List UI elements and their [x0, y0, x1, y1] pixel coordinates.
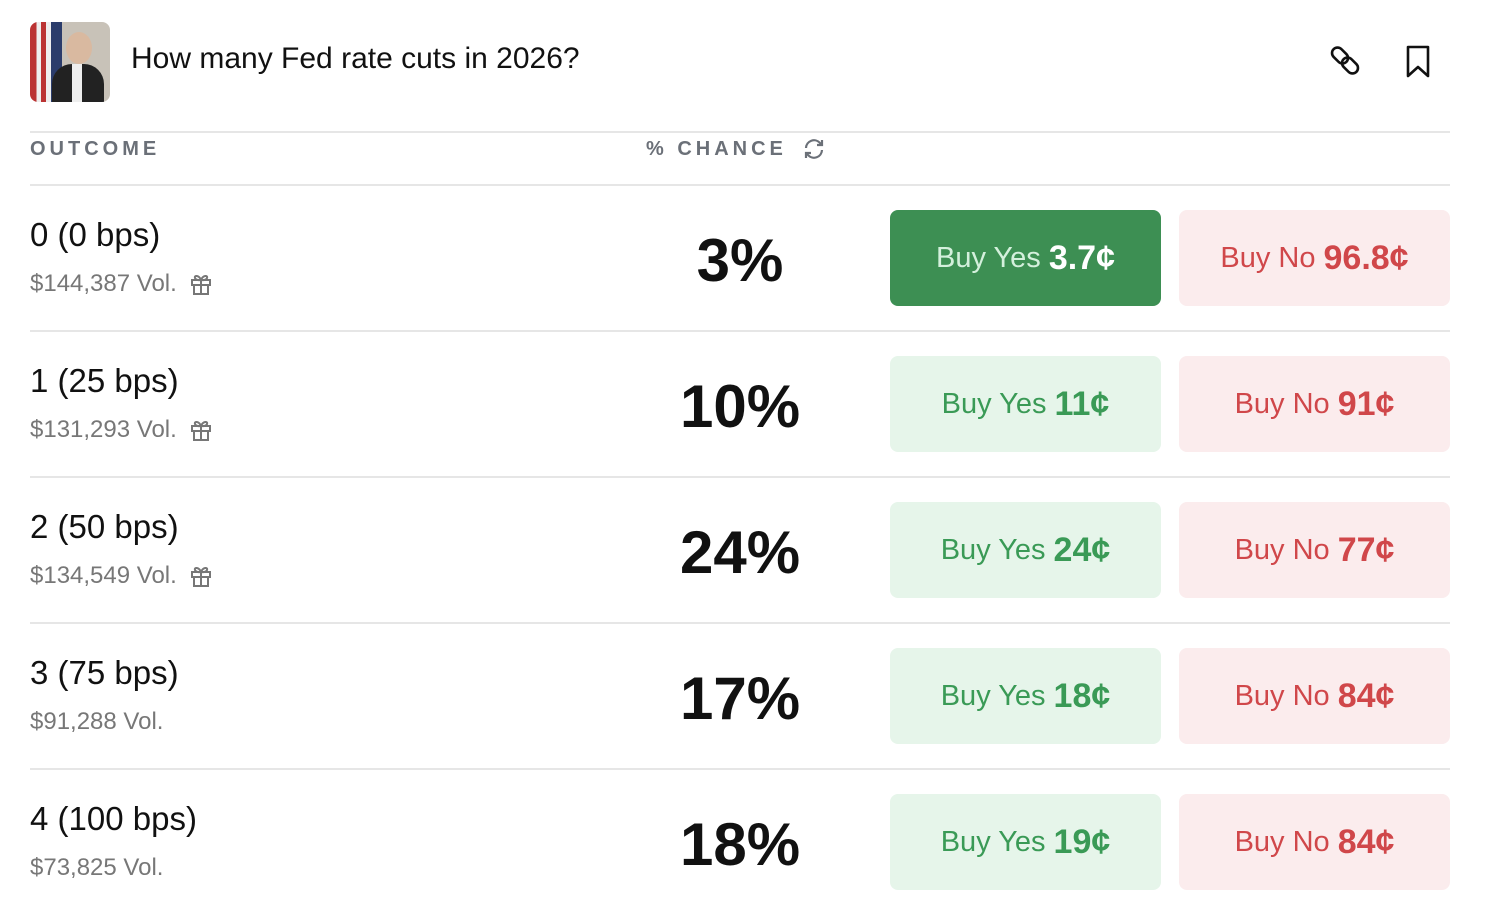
outcome-label: 1 (25 bps)	[30, 362, 179, 399]
buy-yes-button[interactable]: Buy Yes 24¢	[890, 502, 1161, 598]
outcome-label: 0 (0 bps)	[30, 216, 161, 253]
buy-no-label: Buy No	[1234, 825, 1330, 858]
buy-yes-button[interactable]: Buy Yes 18¢	[890, 648, 1161, 744]
divider	[30, 131, 1450, 133]
outcome-label: 2 (50 bps)	[30, 508, 179, 545]
no-price: 96.8¢	[1323, 238, 1409, 277]
refresh-icon[interactable]	[802, 137, 826, 166]
buy-no-button[interactable]: Buy No 84¢	[1179, 648, 1450, 744]
no-price: 91¢	[1337, 384, 1395, 423]
buy-no-label: Buy No	[1234, 387, 1330, 420]
no-price: 84¢	[1337, 822, 1395, 861]
volume: $131,293 Vol.	[30, 416, 213, 444]
buy-no-label: Buy No	[1234, 679, 1330, 712]
outcome-row: 1 (25 bps) $131,293 Vol. 10% Buy Yes 11¢ …	[0, 332, 1486, 478]
divider	[30, 768, 1450, 770]
volume: $91,288 Vol.	[30, 708, 163, 736]
yes-price: 19¢	[1053, 822, 1111, 861]
volume-text: $144,387 Vol.	[30, 270, 177, 297]
chance-value: 18%	[679, 811, 801, 878]
yes-price: 11¢	[1054, 384, 1110, 423]
outcome-row: 2 (50 bps) $134,549 Vol. 24% Buy Yes 24¢ …	[0, 478, 1486, 624]
buy-no-button[interactable]: Buy No 84¢	[1179, 794, 1450, 890]
chance-value: 17%	[679, 665, 801, 732]
buy-yes-label: Buy Yes	[940, 825, 1046, 858]
page-title: How many Fed rate cuts in 2026?	[131, 42, 580, 75]
buy-yes-label: Buy Yes	[940, 679, 1046, 712]
yes-price: 3.7¢	[1048, 238, 1115, 277]
volume-text: $134,549 Vol.	[30, 562, 177, 589]
volume: $134,549 Vol.	[30, 562, 213, 590]
link-icon[interactable]	[1328, 44, 1364, 80]
buy-no-button[interactable]: Buy No 77¢	[1179, 502, 1450, 598]
outcome-label: 3 (75 bps)	[30, 654, 179, 691]
buy-yes-label: Buy Yes	[941, 387, 1047, 420]
divider	[30, 622, 1450, 624]
bookmark-icon[interactable]	[1400, 44, 1436, 80]
buy-no-label: Buy No	[1220, 241, 1316, 274]
buy-no-button[interactable]: Buy No 91¢	[1179, 356, 1450, 452]
buy-yes-label: Buy Yes	[940, 533, 1046, 566]
gift-icon	[189, 418, 213, 442]
buy-yes-label: Buy Yes	[935, 241, 1041, 274]
yes-price: 24¢	[1053, 530, 1111, 569]
buy-no-button[interactable]: Buy No 96.8¢	[1179, 210, 1450, 306]
volume: $144,387 Vol.	[30, 270, 213, 298]
outcome-label: 4 (100 bps)	[30, 800, 197, 837]
outcome-row: 4 (100 bps) $73,825 Vol. 18% Buy Yes 19¢ …	[0, 770, 1486, 916]
volume-text: $91,288 Vol.	[30, 708, 164, 735]
buy-yes-button[interactable]: Buy Yes 3.7¢	[890, 210, 1161, 306]
outcome-column-header: OUTCOME	[30, 138, 161, 160]
outcome-row: 0 (0 bps) $144,387 Vol. 3% Buy Yes 3.7¢ B…	[0, 186, 1486, 332]
chance-value: 3%	[696, 227, 784, 294]
buy-no-label: Buy No	[1234, 533, 1330, 566]
volume: $73,825 Vol.	[30, 854, 163, 882]
buy-yes-button[interactable]: Buy Yes 11¢	[890, 356, 1161, 452]
buy-yes-button[interactable]: Buy Yes 19¢	[890, 794, 1161, 890]
divider	[30, 476, 1450, 478]
no-price: 84¢	[1337, 676, 1395, 715]
gift-icon	[189, 272, 213, 296]
divider	[30, 184, 1450, 186]
chance-value: 10%	[679, 373, 801, 440]
divider	[30, 330, 1450, 332]
no-price: 77¢	[1337, 530, 1395, 569]
market-thumbnail	[30, 22, 110, 102]
yes-price: 18¢	[1053, 676, 1111, 715]
chance-column-header: % CHANCE	[646, 138, 787, 160]
chance-value: 24%	[679, 519, 801, 586]
gift-icon	[189, 564, 213, 588]
volume-text: $131,293 Vol.	[30, 416, 177, 443]
volume-text: $73,825 Vol.	[30, 854, 164, 881]
outcome-row: 3 (75 bps) $91,288 Vol. 17% Buy Yes 18¢ B…	[0, 624, 1486, 770]
